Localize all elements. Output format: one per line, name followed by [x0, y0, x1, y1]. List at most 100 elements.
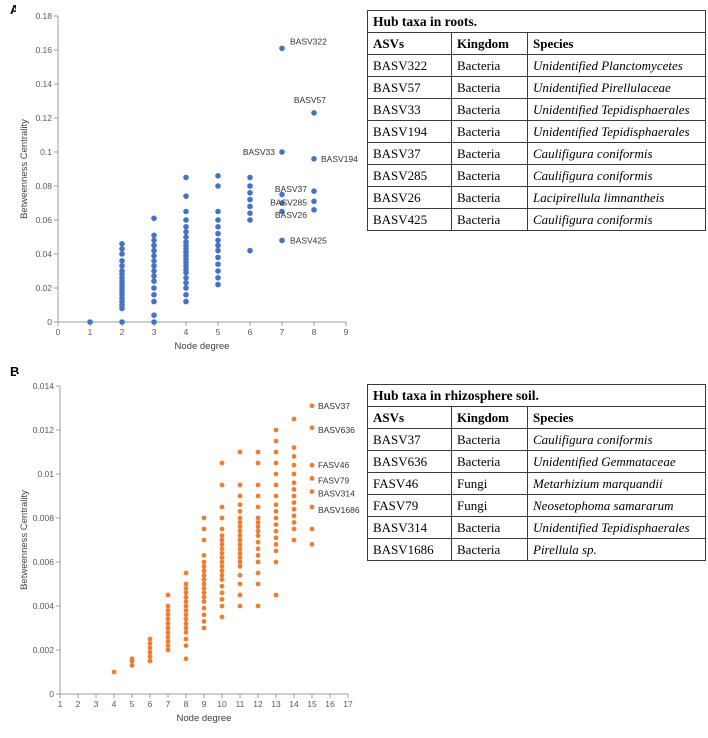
data-point — [273, 515, 279, 521]
data-point — [255, 524, 261, 530]
y-tick-label: 0.04 — [35, 249, 52, 259]
data-point — [151, 252, 157, 259]
y-tick-label: 0.002 — [33, 645, 55, 655]
data-point — [151, 242, 157, 249]
data-point — [291, 526, 297, 532]
data-point — [255, 539, 261, 545]
table-cell: Bacteria — [451, 98, 528, 121]
table-cell: BASV1686 — [367, 538, 452, 561]
data-point — [237, 603, 243, 609]
data-point — [183, 570, 189, 576]
x-tick-label: 8 — [312, 327, 317, 337]
data-point — [215, 237, 221, 244]
point-label: BASV1686 — [318, 505, 360, 515]
data-point — [119, 268, 125, 274]
data-point — [183, 586, 189, 591]
data-point — [273, 548, 279, 554]
point-label: BASV26 — [275, 210, 307, 220]
data-point — [183, 625, 189, 631]
data-point — [201, 568, 207, 574]
table-title: Hub taxa in roots. — [367, 10, 706, 33]
table-cell: Unidentified Tepidisphaerales — [527, 120, 706, 143]
data-point — [247, 190, 253, 196]
data-point — [273, 502, 279, 508]
data-point — [119, 241, 125, 247]
table-row: BASV322 Bacteria Unidentified Planctomycet… — [367, 54, 706, 77]
table-cell: BASV285 — [367, 164, 452, 187]
table-cell: BASV26 — [367, 186, 452, 209]
data-point — [219, 546, 225, 552]
scatter-chart-rhizosphere: 1 2 3 4 5 6 7 8 9 10 11 12 13 14 15 16 1700.0020.0040.00… — [16, 374, 368, 732]
data-point — [183, 636, 189, 642]
data-point — [255, 603, 261, 609]
data-point — [273, 535, 279, 541]
data-point — [255, 493, 261, 499]
data-point — [237, 533, 243, 538]
data-point — [291, 416, 297, 422]
data-point — [291, 500, 297, 505]
data-point — [247, 217, 253, 223]
data-point — [237, 520, 243, 525]
y-tick-label: 0.08 — [35, 181, 52, 191]
data-point — [273, 592, 279, 598]
data-point — [255, 559, 261, 565]
data-point — [237, 555, 243, 560]
data-point — [291, 537, 297, 543]
data-point — [247, 210, 253, 216]
table-cell: Caulifigura coniformis — [527, 142, 706, 165]
data-point — [151, 232, 157, 239]
data-point — [119, 319, 125, 325]
point-label: BASV57 — [294, 95, 326, 105]
data-point — [255, 504, 261, 510]
table-cell: BASV37 — [367, 428, 452, 451]
data-point — [255, 546, 261, 552]
y-tick-label: 0.012 — [33, 425, 55, 435]
data-point — [183, 599, 189, 604]
x-tick-label: 3 — [152, 327, 157, 337]
table-row: BASV26 Bacteria Lacipirellula limnantheis — [367, 186, 706, 209]
data-point — [151, 237, 157, 244]
data-point — [273, 559, 279, 565]
x-tick-label: 5 — [130, 699, 135, 709]
data-point — [165, 647, 171, 653]
data-point — [237, 482, 243, 488]
data-point — [215, 275, 221, 281]
data-point — [165, 625, 171, 631]
data-point — [273, 460, 279, 466]
table-cell: BASV636 — [367, 450, 452, 473]
data-point — [183, 292, 189, 298]
data-point — [237, 493, 243, 499]
data-point — [273, 449, 279, 455]
data-point — [311, 207, 317, 213]
table-cell: Unidentified Gemmataceae — [527, 450, 706, 473]
data-point — [247, 174, 253, 181]
data-point — [165, 612, 171, 618]
data-point — [201, 594, 207, 600]
data-point — [279, 45, 285, 52]
data-point — [183, 275, 189, 281]
data-point — [165, 638, 171, 644]
y-tick-label: 0.1 — [40, 147, 52, 157]
data-point — [201, 553, 207, 558]
table-cell: BASV322 — [367, 54, 452, 77]
data-point — [151, 312, 157, 319]
table-row: BASV636 Bacteria Unidentified Gemmataceae — [367, 450, 706, 473]
table-row: BASV194 Bacteria Unidentified Tepidisphaer… — [367, 120, 706, 143]
table-row: BASV33 Bacteria Unidentified Tepidisphaera… — [367, 98, 706, 121]
data-point — [219, 568, 225, 574]
panel-b-label: B — [10, 364, 20, 379]
point-label: BASV285 — [270, 197, 307, 207]
data-point — [255, 482, 261, 488]
point-label: BASV322 — [290, 36, 327, 46]
data-point — [219, 555, 225, 560]
x-tick-label: 0 — [56, 327, 61, 337]
data-point — [147, 649, 153, 655]
data-point — [273, 427, 279, 433]
table-cell: Bacteria — [451, 208, 528, 231]
data-point — [309, 403, 315, 409]
point-label: BASV636 — [318, 425, 355, 435]
table-cell: BASV33 — [367, 98, 452, 121]
data-point — [201, 599, 207, 604]
data-point — [273, 528, 279, 534]
data-point — [219, 526, 225, 532]
